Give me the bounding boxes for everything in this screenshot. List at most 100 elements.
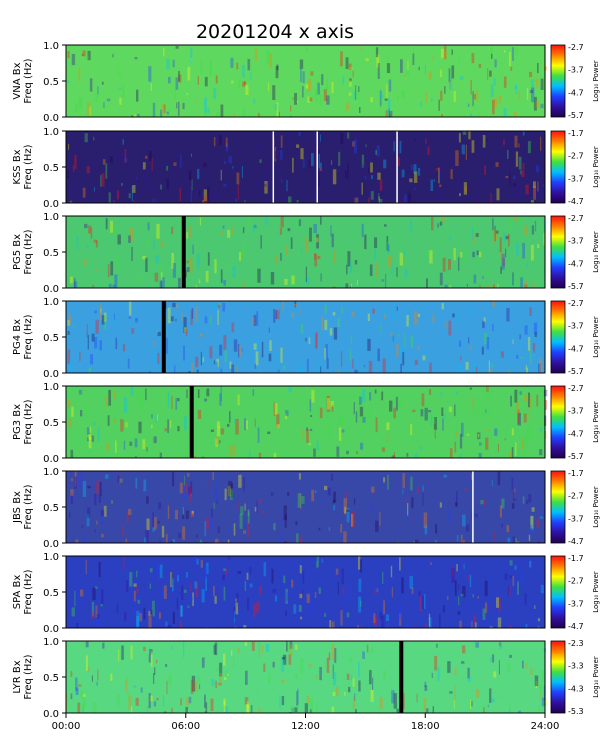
- spectrogram-texture: [258, 452, 262, 458]
- spectrogram-texture: [343, 531, 347, 543]
- spectrogram-texture: [368, 192, 370, 195]
- spectrogram-texture: [143, 479, 147, 492]
- spectrogram-texture: [405, 497, 407, 505]
- spectrogram-texture: [319, 94, 322, 106]
- spectrogram-texture: [100, 308, 102, 313]
- spectrogram-texture: [468, 131, 471, 140]
- spectrogram-texture: [518, 156, 522, 170]
- spectrogram-texture: [117, 62, 119, 76]
- spectrogram-texture: [378, 196, 380, 203]
- spectrogram-texture: [459, 433, 463, 449]
- y-tick-label: 1.0: [43, 467, 59, 478]
- spectrogram-texture: [392, 455, 396, 458]
- spectrogram-texture: [419, 446, 423, 450]
- spectrogram-texture: [82, 694, 86, 698]
- spectrogram-texture: [231, 322, 235, 333]
- y-tick-label: 0.5: [43, 163, 59, 174]
- spectrogram-texture: [227, 485, 231, 496]
- spectrogram-texture: [451, 49, 453, 55]
- spectrogram-texture: [324, 348, 327, 360]
- spectrogram-texture: [524, 394, 528, 402]
- spectrogram-texture: [232, 166, 234, 169]
- spectrogram-texture: [151, 158, 153, 171]
- spectrogram-background: [66, 641, 545, 713]
- spectrogram-texture: [448, 68, 451, 83]
- spectrogram-texture: [182, 526, 186, 540]
- spectrogram-texture: [375, 586, 378, 589]
- spectrogram-texture: [515, 151, 519, 167]
- spectrogram-texture: [307, 78, 312, 92]
- spectrogram-background: [66, 131, 545, 203]
- spectrogram-texture: [191, 511, 194, 517]
- spectrogram-texture: [473, 224, 475, 235]
- colorbar-tick-label: -5.7: [568, 111, 584, 120]
- spectrogram-texture: [499, 641, 503, 649]
- spectrogram-texture: [346, 673, 350, 680]
- spectrogram-texture: [257, 113, 260, 117]
- spectrogram-texture: [383, 159, 387, 169]
- spectrogram-texture: [518, 90, 520, 100]
- spectrogram-texture: [345, 102, 350, 111]
- spectrogram-texture: [344, 692, 346, 696]
- spectrogram-texture: [367, 313, 370, 321]
- spectrogram-texture: [69, 200, 73, 203]
- spectrogram-texture: [233, 626, 236, 628]
- spectrogram-texture: [145, 257, 148, 272]
- spectrogram-texture: [321, 499, 325, 503]
- spectrogram-texture: [381, 615, 385, 628]
- spectrogram-texture: [255, 265, 257, 282]
- side-note: [589, 338, 603, 438]
- spectrogram-texture: [413, 138, 416, 141]
- spectrogram-texture: [401, 169, 405, 178]
- spectrogram-texture: [330, 401, 334, 407]
- spectrogram-texture: [186, 267, 190, 273]
- spectrogram-texture: [143, 607, 146, 620]
- spectrogram-texture: [297, 688, 299, 705]
- spectrogram-texture: [409, 575, 413, 589]
- colorbar: [550, 470, 566, 544]
- spectrogram-texture: [281, 266, 285, 269]
- spectrogram-texture: [286, 180, 288, 192]
- spectrogram-texture: [457, 312, 460, 324]
- spectrogram-texture: [280, 135, 283, 148]
- spectrogram-texture: [429, 362, 432, 373]
- spectrogram-texture: [430, 414, 433, 426]
- spectrogram-texture: [298, 473, 301, 480]
- spectrogram-texture: [374, 389, 377, 394]
- spectrogram-texture: [456, 491, 458, 507]
- spectrogram-texture: [210, 429, 214, 432]
- spectrogram-texture: [442, 257, 446, 272]
- spectrogram-texture: [75, 539, 79, 543]
- spectrogram-texture: [460, 594, 464, 597]
- spectrogram-texture: [263, 562, 267, 577]
- spectrogram-texture: [540, 692, 542, 700]
- spectrogram-texture: [133, 114, 137, 117]
- spectrogram-texture: [418, 591, 422, 597]
- spectrogram-texture: [320, 167, 322, 171]
- spectrogram-texture: [493, 671, 497, 678]
- spectrogram-texture: [197, 675, 201, 684]
- spectrogram-texture: [85, 641, 89, 648]
- spectrogram-texture: [512, 575, 515, 587]
- spectrogram-texture: [193, 556, 198, 563]
- spectrogram-texture: [85, 559, 87, 574]
- spectrogram-texture: [219, 662, 223, 677]
- spectrogram-texture: [458, 56, 460, 63]
- spectrogram-texture: [281, 510, 283, 526]
- spectrogram-texture: [188, 170, 192, 181]
- spectrogram-texture: [242, 227, 245, 234]
- spectrogram-texture: [149, 649, 153, 655]
- spectrogram-texture: [243, 242, 246, 257]
- spectrogram-texture: [150, 695, 153, 702]
- y-tick-label: 1.0: [43, 41, 59, 52]
- spectrogram-texture: [525, 434, 529, 445]
- spectrogram-texture: [211, 679, 215, 686]
- y-tick-label: 0.0: [43, 454, 59, 465]
- spectrogram-texture: [364, 234, 367, 250]
- spectrogram-texture: [256, 500, 258, 513]
- spectrogram-texture: [181, 311, 183, 322]
- spectrogram-texture: [103, 505, 107, 517]
- spectrogram-texture: [362, 164, 365, 172]
- spectrogram-texture: [226, 669, 229, 679]
- spectrogram-texture: [530, 515, 534, 529]
